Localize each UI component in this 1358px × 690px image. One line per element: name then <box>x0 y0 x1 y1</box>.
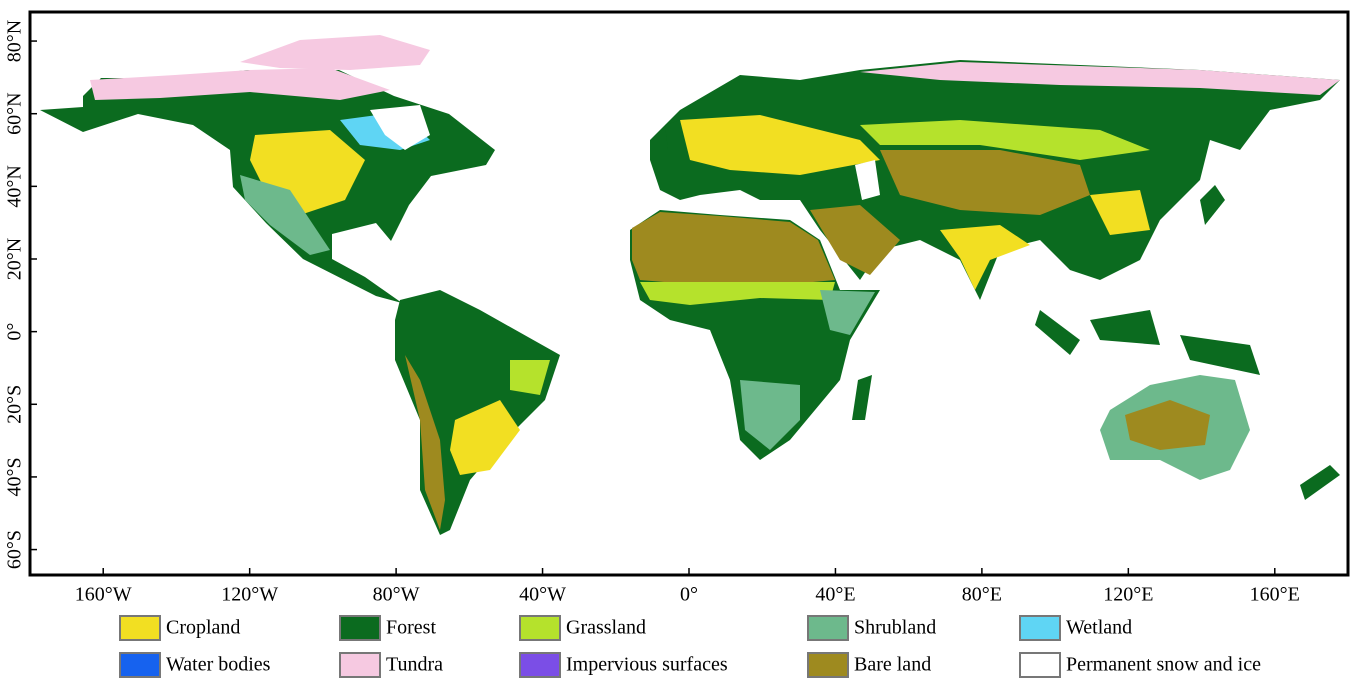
landmass <box>1035 310 1080 355</box>
y-tick-label: 80°N <box>4 20 26 62</box>
landmass <box>680 115 880 175</box>
x-tick-label: 120°E <box>1103 584 1153 606</box>
legend-label: Bare land <box>854 654 931 676</box>
x-tick-label: 80°E <box>962 584 1002 606</box>
hudson-bay <box>370 105 430 150</box>
landmass <box>240 175 330 255</box>
y-tick-label: 20°N <box>4 238 26 280</box>
landmass <box>450 400 520 475</box>
y-tick-label: 40°N <box>4 165 26 207</box>
legend-label: Cropland <box>166 617 240 639</box>
legend: Cropland Forest Grassland Shrubland Wetland W… <box>119 615 1261 678</box>
legend-swatch <box>1019 615 1061 641</box>
x-tick-label: 160°E <box>1250 584 1300 606</box>
landmass <box>632 212 835 285</box>
landmass <box>880 150 1090 215</box>
legend-label: Tundra <box>386 654 443 676</box>
landmass <box>860 120 1150 160</box>
legend-label: Wetland <box>1066 617 1132 639</box>
landmass <box>640 282 835 305</box>
landmass <box>1300 465 1340 500</box>
y-tick-label: 20°S <box>4 385 26 424</box>
landmass <box>90 68 390 100</box>
landmass <box>810 205 900 275</box>
y-tick-label: 60°S <box>4 530 26 569</box>
y-tick-label: 0° <box>4 323 26 341</box>
landmass <box>1090 310 1160 345</box>
landmass <box>860 62 1340 95</box>
legend-swatch <box>1019 652 1061 678</box>
landmass <box>1090 190 1150 235</box>
legend-swatch <box>339 615 381 641</box>
legend-label: Permanent snow and ice <box>1066 654 1261 676</box>
landmass <box>665 120 685 150</box>
landmass <box>240 35 430 70</box>
legend-swatch <box>807 652 849 678</box>
x-tick-label: 120°W <box>221 584 278 606</box>
legend-swatch <box>119 615 161 641</box>
legend-swatch <box>119 652 161 678</box>
landmass <box>820 290 875 335</box>
caspian-sea <box>855 160 880 200</box>
x-tick-label: 40°W <box>519 584 566 606</box>
landmass <box>940 225 1030 290</box>
y-tick-label: 40°S <box>4 457 26 496</box>
landmass <box>510 360 550 395</box>
legend-swatch <box>519 652 561 678</box>
legend-label: Shrubland <box>854 617 936 639</box>
x-tick-label: 40°E <box>815 584 855 606</box>
land-cover-map <box>40 30 1340 535</box>
x-tick-label: 80°W <box>373 584 420 606</box>
legend-label: Grassland <box>566 617 646 639</box>
x-tick-label: 0° <box>680 584 698 606</box>
landmass <box>1180 335 1260 375</box>
landmass <box>740 380 800 450</box>
legend-label: Forest <box>386 617 436 639</box>
y-tick-label: 60°N <box>4 92 26 134</box>
axes: 160°W 120°W 80°W 40°W 0° 40°E 80°E 120°E 160°E 80… <box>4 20 1300 606</box>
legend-label: Water bodies <box>166 654 271 676</box>
landmass <box>1200 185 1225 225</box>
legend-swatch <box>519 615 561 641</box>
landmass <box>405 355 445 530</box>
legend-swatch <box>339 652 381 678</box>
legend-label: Impervious surfaces <box>566 654 728 676</box>
legend-swatch <box>807 615 849 641</box>
greenland <box>440 30 620 140</box>
landmass <box>852 375 872 420</box>
landmass <box>1125 400 1210 450</box>
x-tick-label: 160°W <box>75 584 132 606</box>
